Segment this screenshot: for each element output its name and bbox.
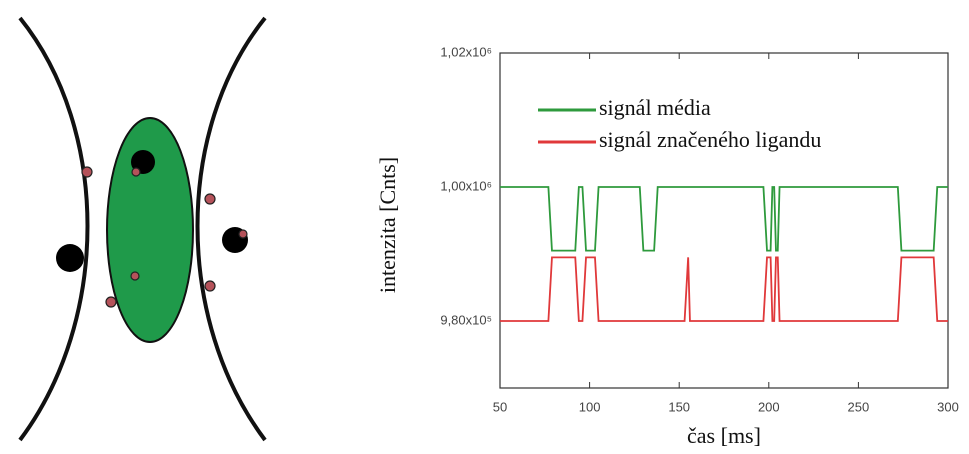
- beam-curve: [18, 16, 90, 442]
- particle: [56, 244, 84, 272]
- focal-volume: [106, 117, 194, 343]
- x-tick-label: 250: [848, 399, 870, 414]
- diagram: [18, 16, 267, 442]
- y-tick-label: 9,80x10⁵: [440, 312, 492, 327]
- y-axis-label: intenzita [Cnts]: [375, 157, 400, 293]
- small-particles: [81, 166, 248, 308]
- x-axis-label: čas [ms]: [687, 423, 761, 448]
- series-line: [500, 186, 948, 252]
- y-tick-label: 1,02x10⁶: [440, 44, 492, 59]
- legend-label: signál média: [599, 95, 711, 120]
- y-tick-label: 1,00x10⁶: [440, 178, 492, 193]
- x-tick-label: 100: [579, 399, 601, 414]
- x-tick-label: 50: [493, 399, 507, 414]
- x-tick-label: 150: [668, 399, 690, 414]
- beam-curve: [195, 16, 267, 442]
- chart: čas [ms] intenzita [Cnts] 50 100 150 200 250…: [375, 44, 959, 448]
- plot-frame: [499, 52, 949, 389]
- x-tick-label: 200: [758, 399, 780, 414]
- legend-label: signál značeného ligandu: [599, 127, 821, 152]
- x-tick-label: 300: [937, 399, 959, 414]
- series-line: [500, 256, 948, 322]
